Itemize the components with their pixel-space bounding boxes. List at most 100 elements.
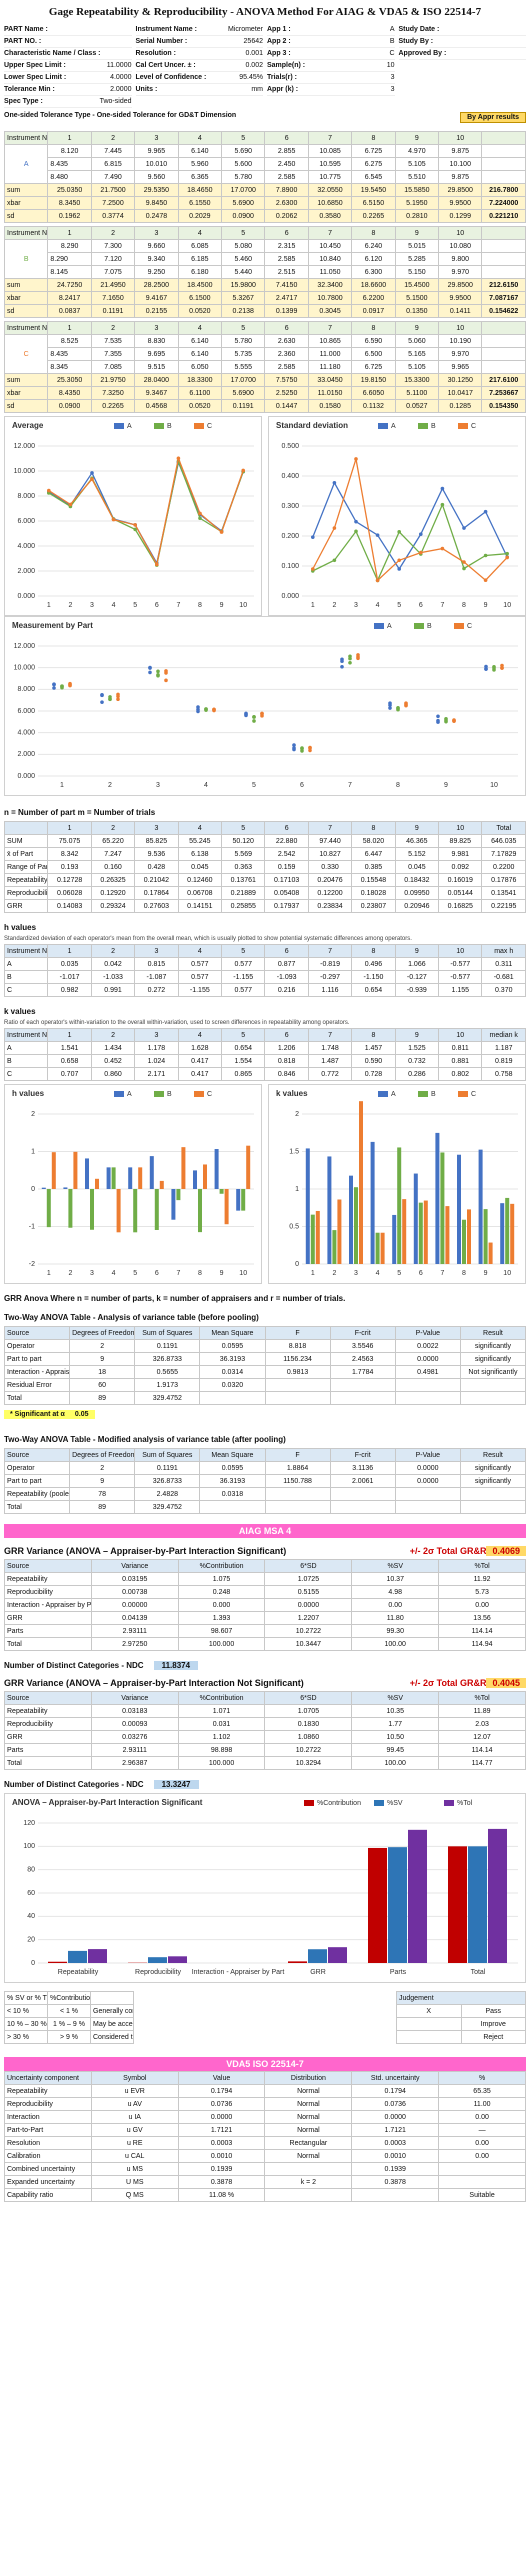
- cell: 18: [69, 1365, 136, 1379]
- spacer: [481, 334, 526, 348]
- cell: 1.024: [134, 1054, 179, 1068]
- point: [483, 509, 488, 514]
- judgement-row: Improve: [396, 2017, 526, 2031]
- cell: 0.311: [481, 957, 526, 971]
- cell: [264, 1500, 331, 1514]
- measurement: 2.585: [264, 252, 309, 266]
- point: [419, 550, 423, 555]
- header-cell: Variance: [90, 1691, 179, 1705]
- series-line: [312, 502, 508, 583]
- measurement: 5.690: [221, 144, 266, 158]
- report-title: Gage Repeatability & Reproducibility - A…: [48, 6, 482, 18]
- cell: 50.120: [221, 834, 266, 848]
- xbar-value: 9.8450: [134, 196, 179, 210]
- cell: 0.21889: [221, 886, 266, 900]
- legend-label: C: [207, 423, 212, 430]
- measurement-point: [148, 665, 152, 670]
- measurement-point: [500, 666, 504, 670]
- sd-total: 0.154350: [481, 399, 526, 413]
- row: > 30 %> 9 %Considered to be unacceptable…: [4, 2030, 134, 2044]
- results-button[interactable]: By Appr results: [460, 112, 526, 123]
- row: Range of Part 0.193 0.160 0.428 0.045 0.363 0.…: [3, 860, 526, 874]
- cell: 0.20476: [307, 873, 353, 887]
- point: [483, 553, 488, 558]
- cell: Combined uncertainty: [4, 2162, 92, 2176]
- sum-value: 32.3400: [307, 278, 353, 292]
- cell: 0.12728: [47, 873, 92, 887]
- cell: 1.8864: [264, 1461, 331, 1475]
- k-description: Ratio of each operator's within-variatio…: [4, 1020, 350, 1026]
- measurement: 8.830: [134, 334, 179, 348]
- cell: 10.35: [351, 1704, 440, 1718]
- sd-value: 0.1411: [438, 304, 483, 318]
- cell: [394, 1378, 461, 1392]
- cell: 1.7121: [177, 2123, 266, 2137]
- sum-value: 15.3300: [394, 373, 440, 387]
- tolerance-note: One-sided Tolerance Type - One-sided Tol…: [4, 112, 237, 119]
- cell: 6.447: [351, 847, 396, 861]
- sum-value: 15.5850: [394, 183, 440, 197]
- part-number: 1: [47, 321, 92, 335]
- header-cell: Degrees of Freedom: [69, 1326, 136, 1340]
- cell: 114.77: [438, 1756, 526, 1770]
- y-tick-label: 10.000: [14, 468, 36, 475]
- x-tick-label: Parts: [390, 1969, 407, 1976]
- legend-label: B: [167, 423, 172, 430]
- measurement: 10.010: [134, 157, 179, 171]
- x-tick-label: 7: [348, 782, 352, 789]
- cell: 100.000: [177, 1756, 266, 1770]
- measurement: 6.590: [351, 334, 396, 348]
- cell: 0.13541: [481, 886, 526, 900]
- measurement: 8.525: [47, 334, 92, 348]
- cell: Total: [3, 1391, 71, 1405]
- legend-swatch: [418, 423, 428, 429]
- bar: [488, 1828, 507, 1963]
- cell: 0.1794: [177, 2084, 266, 2098]
- cell: 0.045: [177, 860, 223, 874]
- value-bar: [413, 1173, 418, 1264]
- cell: 0.14083: [47, 899, 92, 913]
- value-bar: [510, 1203, 515, 1264]
- cell: 1.434: [90, 1041, 136, 1055]
- grr-total: +/- 2σ Total GR&R 0.4045: [410, 1678, 526, 1688]
- cell: 0.03195: [90, 1572, 179, 1586]
- measurement: 7.445: [90, 144, 136, 158]
- value-bar: [198, 1189, 202, 1233]
- cell: [438, 2175, 526, 2189]
- cell: [264, 2188, 353, 2202]
- field-label: Approved By :: [398, 50, 447, 57]
- spacer: [481, 265, 526, 279]
- value-bar: [305, 1148, 310, 1264]
- cell: -0.297: [307, 970, 353, 984]
- field: App 1 : A: [267, 24, 395, 36]
- row: Part to part 9 326.8733 36.3193 1156.234 2.45…: [3, 1352, 527, 1366]
- field-value: 4.0000: [110, 74, 132, 81]
- cell: 46.365: [394, 834, 440, 848]
- measurement: 5.165: [394, 347, 440, 361]
- measurement-point: [60, 685, 64, 690]
- part-number: 2: [90, 321, 136, 335]
- spacer: [481, 157, 526, 171]
- field-label: App 3 :: [267, 50, 291, 57]
- point: [90, 471, 94, 475]
- header-cell: 6*SD: [264, 1559, 353, 1573]
- judgement-head: Judgement: [396, 1991, 526, 2005]
- field: Spec Type : Two-sided: [4, 96, 132, 108]
- part-number: 2: [90, 226, 136, 240]
- legend-label: B: [431, 1091, 436, 1098]
- cell: 0.860: [90, 1067, 136, 1081]
- field-value: 3: [390, 86, 395, 93]
- cell: 10.37: [351, 1572, 440, 1586]
- point: [68, 502, 73, 507]
- value-bar: [418, 1202, 423, 1264]
- cell: 0.991: [90, 983, 136, 997]
- measurement-point: [116, 694, 120, 699]
- y-tick-label: -2: [29, 1261, 35, 1268]
- xbar-total: 7.087167: [481, 291, 526, 305]
- point: [155, 562, 159, 567]
- measurement: 10.865: [307, 334, 353, 348]
- field-value: 2.0000: [110, 86, 132, 93]
- part-number: 1: [47, 226, 92, 240]
- legend-swatch: [414, 623, 424, 629]
